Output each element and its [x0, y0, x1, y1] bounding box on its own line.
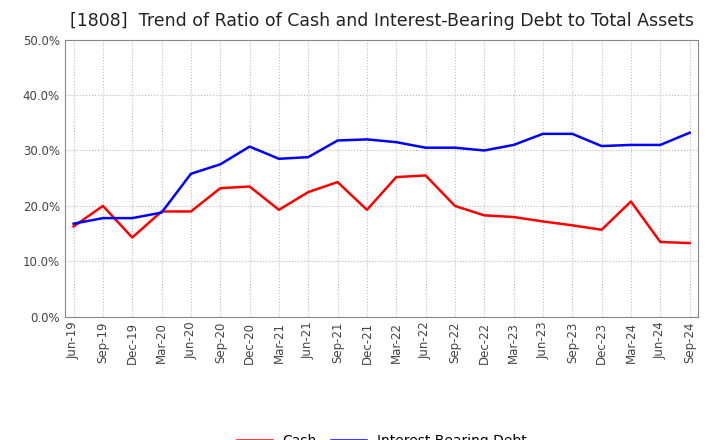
- Cash: [333, 180, 342, 185]
- Line: Interest-Bearing Debt: Interest-Bearing Debt: [73, 133, 690, 224]
- Cash: [216, 186, 225, 191]
- Cash: [157, 209, 166, 214]
- Title: [1808]  Trend of Ratio of Cash and Interest-Bearing Debt to Total Assets: [1808] Trend of Ratio of Cash and Intere…: [70, 12, 693, 30]
- Cash: [392, 174, 400, 180]
- Interest-Bearing Debt: [685, 130, 694, 136]
- Interest-Bearing Debt: [274, 156, 283, 161]
- Interest-Bearing Debt: [598, 143, 606, 149]
- Cash: [246, 184, 254, 189]
- Interest-Bearing Debt: [451, 145, 459, 150]
- Cash: [128, 235, 137, 240]
- Interest-Bearing Debt: [363, 137, 372, 142]
- Cash: [304, 189, 312, 194]
- Interest-Bearing Debt: [69, 221, 78, 226]
- Interest-Bearing Debt: [128, 216, 137, 221]
- Cash: [539, 219, 547, 224]
- Cash: [274, 207, 283, 213]
- Cash: [421, 173, 430, 178]
- Cash: [626, 199, 635, 204]
- Cash: [451, 203, 459, 209]
- Line: Cash: Cash: [73, 176, 690, 243]
- Interest-Bearing Debt: [216, 161, 225, 167]
- Interest-Bearing Debt: [186, 171, 195, 176]
- Interest-Bearing Debt: [99, 216, 107, 221]
- Cash: [186, 209, 195, 214]
- Interest-Bearing Debt: [568, 131, 577, 136]
- Interest-Bearing Debt: [626, 142, 635, 147]
- Cash: [99, 203, 107, 209]
- Interest-Bearing Debt: [509, 142, 518, 147]
- Interest-Bearing Debt: [246, 144, 254, 149]
- Interest-Bearing Debt: [480, 148, 489, 153]
- Interest-Bearing Debt: [539, 131, 547, 136]
- Interest-Bearing Debt: [304, 154, 312, 160]
- Legend: Cash, Interest-Bearing Debt: Cash, Interest-Bearing Debt: [231, 429, 532, 440]
- Cash: [598, 227, 606, 232]
- Interest-Bearing Debt: [333, 138, 342, 143]
- Cash: [69, 224, 78, 229]
- Cash: [363, 207, 372, 213]
- Cash: [568, 223, 577, 228]
- Interest-Bearing Debt: [392, 139, 400, 145]
- Cash: [656, 239, 665, 245]
- Cash: [509, 214, 518, 220]
- Interest-Bearing Debt: [656, 142, 665, 147]
- Cash: [685, 240, 694, 246]
- Interest-Bearing Debt: [157, 210, 166, 215]
- Interest-Bearing Debt: [421, 145, 430, 150]
- Cash: [480, 213, 489, 218]
